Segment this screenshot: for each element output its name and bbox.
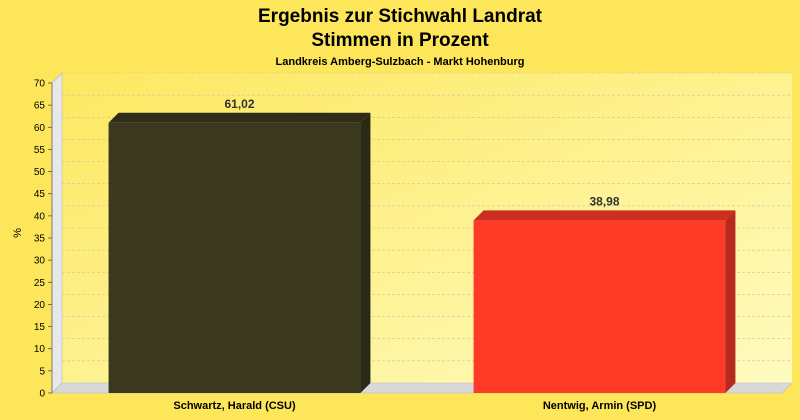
y-tick-label: 55 xyxy=(34,145,46,156)
bar-top xyxy=(473,210,736,221)
side-wall xyxy=(51,72,63,394)
y-tick-label: 20 xyxy=(34,300,46,311)
y-axis-label: % xyxy=(12,228,24,238)
x-tick-label: Schwartz, Harald (CSU) xyxy=(173,400,296,412)
data-label: 38,98 xyxy=(589,194,619,208)
bar-side xyxy=(360,112,371,394)
bar-top xyxy=(108,112,371,123)
y-tick-label: 65 xyxy=(34,101,46,112)
bar-front xyxy=(473,220,726,393)
chart-title-2: Stimmen in Prozent xyxy=(311,30,489,51)
chart-subtitle: Landkreis Amberg-Sulzbach - Markt Hohenb… xyxy=(276,56,525,68)
y-tick-label: 25 xyxy=(34,278,46,289)
plot-area: 0 5 10 15 20 25 30 35 40 45 50 55 60 65 70 61,02 Schwart… xyxy=(34,72,793,412)
y-tick-label: 60 xyxy=(34,123,46,134)
y-tick-label: 5 xyxy=(39,366,45,377)
y-tick-label: 0 xyxy=(39,389,45,400)
y-tick-label: 70 xyxy=(34,79,46,90)
data-label: 61,02 xyxy=(224,97,254,111)
y-tick-label: 45 xyxy=(34,189,46,200)
x-tick-label: Nentwig, Armin (SPD) xyxy=(543,400,657,412)
y-tick-label: 10 xyxy=(34,344,46,355)
y-tick-label: 35 xyxy=(34,234,46,245)
bar-front xyxy=(108,122,361,394)
y-tick-label: 15 xyxy=(34,322,46,333)
y-tick-label: 50 xyxy=(34,167,46,178)
chart-title: Ergebnis zur Stichwahl Landrat xyxy=(258,6,543,27)
y-tick-label: 40 xyxy=(34,211,46,222)
y-tick-label: 30 xyxy=(34,256,46,267)
bar-side xyxy=(725,210,736,393)
